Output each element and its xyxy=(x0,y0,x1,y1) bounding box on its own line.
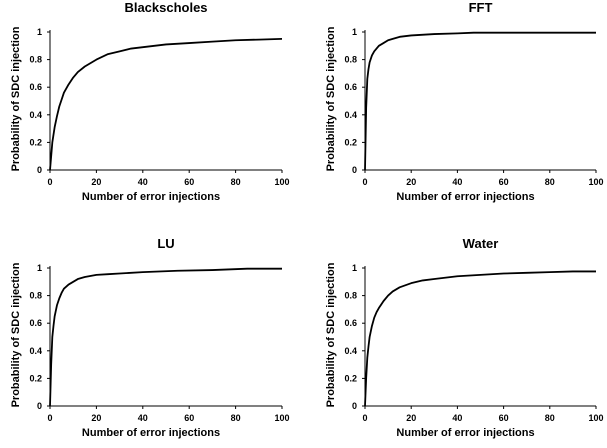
y-tick-label: 0.8 xyxy=(29,55,42,65)
x-tick-label: 20 xyxy=(406,413,416,423)
x-axis-label: Number of error injections xyxy=(396,427,534,439)
chart-title: LU xyxy=(157,236,174,251)
y-tick-label: 0.8 xyxy=(29,291,42,301)
x-axis-label: Number of error injections xyxy=(82,191,220,203)
series-line xyxy=(49,38,283,171)
x-tick-label: 60 xyxy=(184,413,194,423)
y-axis-label: Probability of SDC injection xyxy=(10,26,22,171)
y-tick-label: 0 xyxy=(352,165,357,175)
y-axis-label: Probability of SDC injection xyxy=(10,262,22,407)
y-tick-label: 1 xyxy=(37,263,42,273)
chart-title: Water xyxy=(463,236,499,251)
x-tick-label: 40 xyxy=(138,177,148,187)
x-tick-label: 80 xyxy=(231,177,241,187)
y-tick-label: 0.6 xyxy=(344,318,357,328)
y-tick-label: 0.4 xyxy=(29,346,42,356)
y-tick-label: 0 xyxy=(37,401,42,411)
x-tick-label: 80 xyxy=(545,177,555,187)
y-tick-label: 0.2 xyxy=(344,373,357,383)
chart-panel-4: Water 0 0.2 0.4 0.6 0.8 1 0 20 40 60 80 100 Number of… xyxy=(325,236,604,439)
x-tick-label: 80 xyxy=(545,413,555,423)
y-tick-label: 1 xyxy=(352,27,357,37)
x-tick-label: 40 xyxy=(452,177,462,187)
y-tick-label: 0 xyxy=(37,165,42,175)
x-tick-label: 60 xyxy=(499,177,509,187)
y-tick-label: 0.4 xyxy=(344,346,357,356)
x-tick-label: 100 xyxy=(274,177,289,187)
chart-title: Blackscholes xyxy=(124,0,207,15)
x-axis-label: Number of error injections xyxy=(82,427,220,439)
y-tick-label: 0.8 xyxy=(344,291,357,301)
y-tick-label: 0 xyxy=(352,401,357,411)
chart-panel-1: Blackscholes 0 0.2 0.4 0.6 0.8 1 0 20 40 60 80 100 Nu… xyxy=(10,0,290,203)
x-tick-label: 100 xyxy=(588,177,603,187)
y-tick-label: 0.6 xyxy=(29,318,42,328)
y-tick-label: 0.6 xyxy=(29,82,42,92)
y-tick-label: 1 xyxy=(352,263,357,273)
y-tick-label: 0.6 xyxy=(344,82,357,92)
series-line xyxy=(364,31,596,171)
y-tick-label: 0.4 xyxy=(344,110,357,120)
x-tick-label: 100 xyxy=(588,413,603,423)
x-tick-label: 60 xyxy=(184,177,194,187)
series-line xyxy=(364,270,596,407)
x-tick-label: 40 xyxy=(138,413,148,423)
y-tick-label: 1 xyxy=(37,27,42,37)
x-tick-label: 60 xyxy=(499,413,509,423)
x-tick-label: 40 xyxy=(452,413,462,423)
x-tick-label: 20 xyxy=(91,413,101,423)
y-axis-label: Probability of SDC injection xyxy=(325,26,337,171)
x-tick-label: 0 xyxy=(362,413,367,423)
x-tick-label: 100 xyxy=(274,413,289,423)
y-tick-label: 0.2 xyxy=(29,137,42,147)
y-axis-label: Probability of SDC injection xyxy=(325,262,337,407)
y-tick-label: 0.2 xyxy=(29,373,42,383)
series-line xyxy=(49,267,282,407)
chart-panel-3: LU 0 0.2 0.4 0.6 0.8 1 0 20 40 60 80 100 Number of er… xyxy=(10,236,290,439)
x-tick-label: 0 xyxy=(47,177,52,187)
x-axis-label: Number of error injections xyxy=(396,191,534,203)
x-tick-label: 20 xyxy=(91,177,101,187)
x-tick-label: 20 xyxy=(406,177,416,187)
x-tick-label: 80 xyxy=(231,413,241,423)
chart-panel-2: FFT 0 0.2 0.4 0.6 0.8 1 0 20 40 60 80 100 Number of e… xyxy=(325,0,604,203)
chart-title: FFT xyxy=(469,0,493,15)
x-tick-label: 0 xyxy=(362,177,367,187)
x-tick-label: 0 xyxy=(47,413,52,423)
y-tick-label: 0.4 xyxy=(29,110,42,120)
y-tick-label: 0.2 xyxy=(344,137,357,147)
y-tick-label: 0.8 xyxy=(344,55,357,65)
